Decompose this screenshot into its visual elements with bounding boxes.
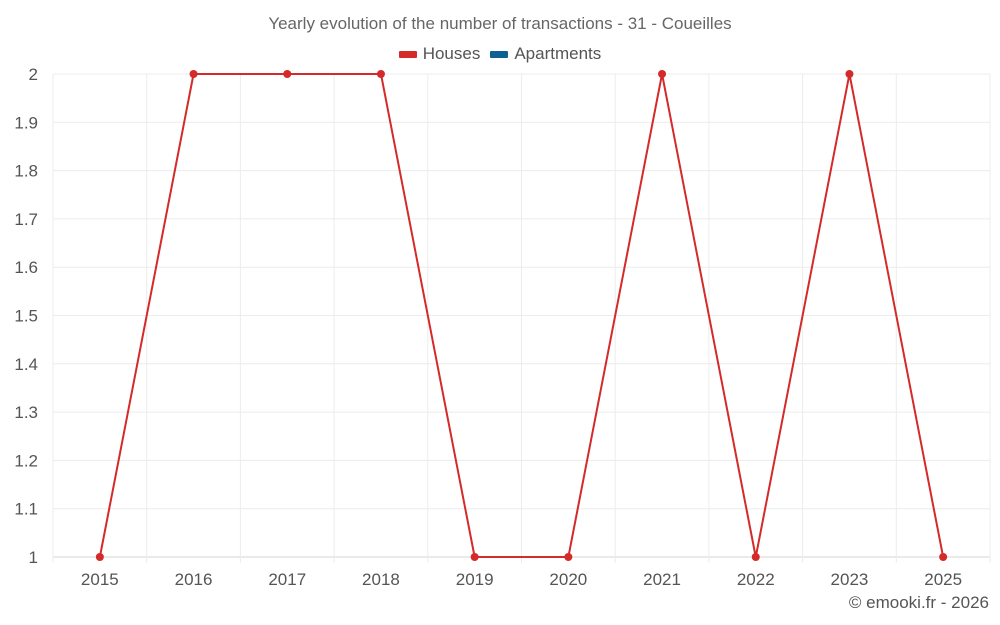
x-tick-label: 2023 [831, 570, 869, 589]
data-point [95, 553, 104, 561]
credit-text: © emooki.fr - 2026 [848, 593, 989, 612]
legend-item-houses[interactable]: Houses [398, 44, 481, 64]
y-tick-label: 1.9 [14, 113, 38, 132]
x-tick-label: 2018 [362, 570, 400, 589]
y-tick-label: 1.4 [14, 355, 38, 374]
y-tick-label: 1.5 [14, 307, 38, 326]
series-line-houses [98, 73, 945, 558]
grid [52, 73, 991, 563]
data-point [845, 70, 854, 78]
y-tick-label: 1.8 [14, 162, 38, 181]
y-tick-label: 2 [29, 65, 38, 84]
legend-item-apartments[interactable]: Apartments [490, 44, 601, 64]
x-tick-label: 2017 [268, 570, 306, 589]
legend-swatch-apartments [490, 50, 509, 58]
x-tick-label: 2015 [81, 570, 119, 589]
x-tick-label: 2021 [643, 570, 681, 589]
legend-swatch-houses [398, 50, 417, 58]
y-tick-label: 1.3 [14, 403, 38, 422]
data-point [564, 553, 573, 561]
chart-title: Yearly evolution of the number of transa… [268, 14, 732, 33]
data-point [751, 553, 760, 561]
y-tick-label: 1.1 [14, 500, 38, 519]
data-point [470, 553, 479, 561]
data-point [189, 70, 198, 78]
data-point [658, 70, 667, 78]
x-tick-label: 2022 [737, 570, 775, 589]
series [95, 70, 948, 561]
x-tick-label: 2020 [549, 570, 587, 589]
y-tick-label: 1.6 [14, 258, 38, 277]
axes: 1 1.1 1.2 1.3 1.4 1.5 1.6 1.7 1.8 1.9 2 2015 2016 201… [14, 65, 962, 589]
y-tick-label: 1.2 [14, 451, 38, 470]
x-tick-label: 2025 [924, 570, 962, 589]
legend: Houses Apartments [0, 44, 1000, 64]
x-tick-label: 2016 [175, 570, 213, 589]
data-point [283, 70, 292, 78]
y-tick-label: 1 [29, 548, 38, 567]
x-tick-label: 2019 [456, 570, 494, 589]
legend-label-apartments: Apartments [514, 44, 602, 63]
data-point [939, 553, 948, 561]
y-tick-label: 1.7 [14, 210, 38, 229]
legend-label-houses: Houses [422, 44, 481, 63]
data-point [376, 70, 385, 78]
